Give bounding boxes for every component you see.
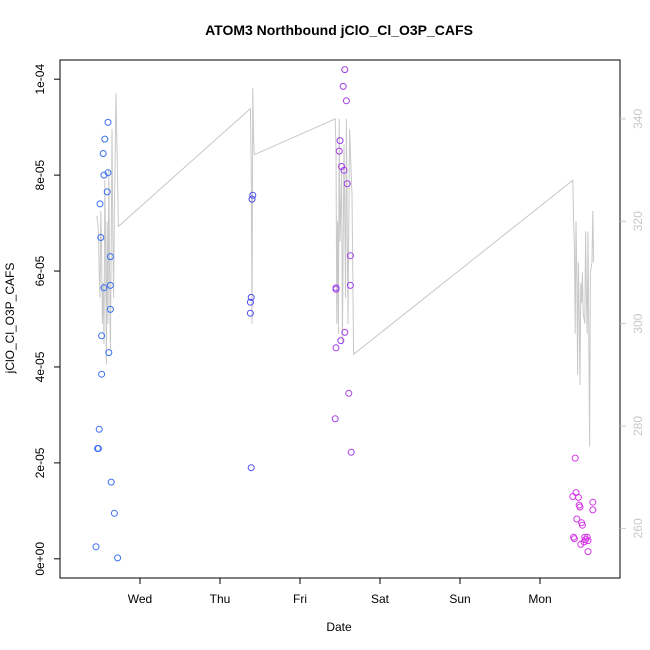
data-point: [331, 415, 339, 423]
y-tick-label: 6e-05: [33, 255, 47, 286]
data-point: [336, 137, 344, 145]
y-axis-label: jClO_Cl_O3P_CAFS: [3, 263, 17, 375]
data-point: [584, 537, 592, 545]
data-point: [340, 166, 348, 174]
y-tick-label: 4e-05: [33, 351, 47, 382]
line-layer: [96, 88, 595, 447]
y-axis-right: 260 280 300 320 340: [620, 109, 645, 538]
y2-tick-label: 260: [631, 518, 645, 538]
data-point: [339, 82, 347, 90]
x-tick-label: Sun: [449, 592, 470, 606]
data-point: [106, 305, 114, 313]
data-point: [96, 200, 104, 208]
data-point: [343, 180, 351, 188]
y-tick-label: 0e+00: [33, 542, 47, 576]
data-point: [248, 195, 256, 203]
data-point: [578, 521, 586, 529]
plot-frame: [59, 59, 621, 579]
right-axis-line-series: [96, 88, 595, 447]
data-point: [346, 281, 354, 289]
data-point: [345, 389, 353, 397]
data-point: [332, 284, 340, 292]
y-tick-label: 2e-05: [33, 447, 47, 478]
x-tick-label: Wed: [128, 592, 152, 606]
data-point: [576, 503, 584, 511]
data-point: [341, 328, 349, 336]
data-point: [247, 464, 255, 472]
data-point: [100, 284, 108, 292]
data-point: [573, 515, 581, 523]
x-axis-label: Date: [326, 620, 352, 634]
data-point: [103, 188, 111, 196]
data-point: [571, 454, 579, 462]
data-point: [99, 150, 107, 157]
data-point: [98, 332, 106, 340]
y2-tick-label: 340: [631, 109, 645, 129]
data-point: [338, 163, 346, 170]
data-point: [346, 252, 354, 260]
x-tick-label: Thu: [210, 592, 231, 606]
data-point: [347, 448, 355, 456]
data-point: [110, 509, 118, 517]
data-point: [97, 234, 105, 241]
data-point: [335, 147, 343, 155]
y-tick-label: 1e-04: [33, 64, 47, 95]
points-layer: [92, 66, 597, 562]
data-point: [584, 548, 592, 556]
data-point: [114, 554, 122, 562]
data-point: [94, 445, 102, 452]
data-point: [246, 309, 254, 317]
chart-title: ATOM3 Northbound jClO_Cl_O3P_CAFS: [205, 22, 473, 38]
data-point: [341, 66, 349, 74]
data-point: [101, 135, 109, 143]
data-point: [583, 533, 591, 541]
data-point: [332, 344, 340, 352]
data-point: [574, 493, 582, 501]
data-point: [249, 191, 257, 199]
data-point: [95, 425, 103, 433]
data-point: [342, 97, 350, 105]
data-point: [98, 370, 106, 378]
data-point: [247, 293, 255, 301]
x-axis: Wed Thu Fri Sat Sun Mon: [128, 578, 552, 606]
data-point: [106, 253, 114, 261]
data-point: [589, 506, 597, 514]
y2-tick-label: 320: [631, 211, 645, 231]
data-point: [337, 337, 345, 345]
data-point: [569, 493, 577, 500]
data-point: [105, 349, 113, 357]
data-point: [589, 498, 597, 506]
x-tick-label: Mon: [528, 592, 551, 606]
y2-tick-label: 300: [631, 313, 645, 333]
data-point: [107, 478, 115, 486]
data-point: [246, 298, 254, 306]
data-point: [104, 118, 112, 126]
x-tick-label: Fri: [293, 592, 307, 606]
y-tick-label: 8e-05: [33, 159, 47, 190]
y2-tick-label: 280: [631, 416, 645, 436]
data-point: [106, 281, 114, 289]
x-tick-label: Sat: [371, 592, 390, 606]
data-point: [92, 543, 100, 551]
y-axis-left: 0e+00 2e-05 4e-05 6e-05 8e-05 1e-04: [33, 64, 60, 576]
data-point: [570, 535, 578, 543]
data-point: [104, 169, 112, 177]
